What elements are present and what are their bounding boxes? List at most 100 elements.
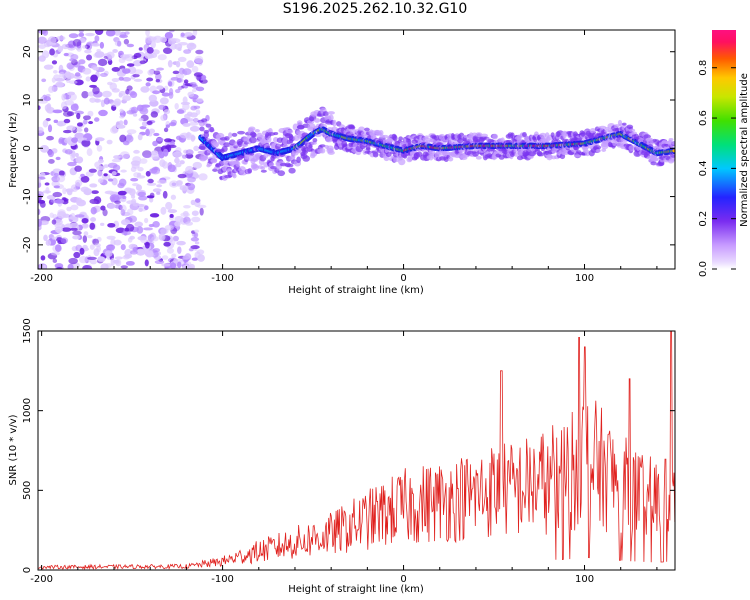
spectrogram-noise-blob xyxy=(67,263,74,269)
spectrogram-ridge-halo xyxy=(622,122,627,126)
spectrogram-noise-blob xyxy=(193,232,199,238)
spectrogram-noise-blob xyxy=(78,59,86,65)
spectrogram-noise-blob xyxy=(145,30,150,37)
spectrogram-noise-blob xyxy=(47,150,54,158)
spectrogram-noise-blob xyxy=(126,63,135,67)
spectrogram-noise-blob xyxy=(49,48,55,56)
spectrogram-noise-blob xyxy=(88,168,97,173)
snr-y-tick-label: 0 xyxy=(22,567,33,573)
spectrogram-noise-blob xyxy=(176,240,186,246)
spectrogram-noise-blob xyxy=(72,230,82,236)
spectrogram-noise-blob xyxy=(74,72,81,77)
spectrogram-noise-blob xyxy=(87,110,94,117)
spectrogram-ridge-halo xyxy=(350,125,356,130)
spectrogram-ridge-halo xyxy=(221,145,228,152)
spectrogram-noise-blob xyxy=(198,173,208,181)
spectrogram-noise-blob xyxy=(43,64,54,70)
spectrogram-noise-blob xyxy=(152,90,161,95)
spectrogram-noise-blob xyxy=(128,188,136,196)
spectrogram-noise-blob xyxy=(182,255,190,260)
spectrogram-noise-blob xyxy=(177,173,187,179)
spectrogram-noise-blob xyxy=(94,30,104,35)
spectrogram-noise-blob xyxy=(83,118,88,125)
spectrogram-noise-blob xyxy=(146,77,154,82)
spectrogram-noise-blob xyxy=(113,259,120,265)
spectrogram-noise-blob xyxy=(182,122,191,127)
spectrogram-noise-blob xyxy=(74,110,84,115)
spectrogram-ridge-halo xyxy=(585,151,590,157)
spectrogram-noise-blob xyxy=(158,104,166,110)
spectrogram-noise-blob xyxy=(168,144,177,149)
spectrogram-noise-blob xyxy=(117,40,122,47)
spectrogram-noise-blob xyxy=(98,159,104,164)
spectrogram-noise-blob xyxy=(174,43,183,50)
spectrogram-ridge-halo xyxy=(203,129,210,134)
spectrogram-noise-blob xyxy=(40,255,46,261)
spectrogram-noise-blob xyxy=(184,113,191,119)
spectrogram-noise-blob xyxy=(126,208,134,216)
spectrogram-noise-blob xyxy=(80,175,90,183)
spectrogram-noise-blob xyxy=(78,32,85,37)
spectrogram-noise-blob xyxy=(107,222,116,228)
spectrogram-noise-blob xyxy=(122,140,130,146)
spectrogram-ridge-halo xyxy=(251,164,260,171)
spectrogram-noise-blob xyxy=(85,32,95,37)
spectrogram-noise-blob xyxy=(186,60,195,69)
spectrogram-noise-blob xyxy=(190,237,200,242)
spectrogram-ridge-halo xyxy=(201,118,208,123)
spectrogram-noise-blob xyxy=(175,60,181,68)
spectrogram-ridge-halo xyxy=(393,158,400,163)
spectrogram-noise-blob xyxy=(80,173,85,178)
spectrogram-ridge-halo xyxy=(589,128,596,134)
spectrogram-noise-blob xyxy=(151,150,159,156)
spectrogram-noise-blob xyxy=(76,122,83,127)
spectrogram-noise-blob xyxy=(168,30,175,33)
spectrogram-noise-blob xyxy=(77,137,88,141)
spectrogram-ridge-halo xyxy=(382,134,389,139)
spectrogram-ridge-halo xyxy=(228,132,233,139)
spectrogram-noise-blob xyxy=(97,256,106,262)
spectrogram-noise-blob xyxy=(141,121,148,127)
spectrogram-noise-blob xyxy=(183,205,191,209)
spectrogram-noise-blob xyxy=(162,148,169,157)
spectrogram-noise-blob xyxy=(44,182,50,186)
spectrogram-x-tick-label: 0 xyxy=(400,273,406,284)
spectrogram-noise-blob xyxy=(144,259,149,267)
spectrogram-noise-blob xyxy=(193,117,199,123)
spectrogram-noise-blob xyxy=(103,173,108,177)
spectrogram-noise-blob xyxy=(189,125,200,132)
spectrogram-noise-blob xyxy=(73,79,84,86)
spectrogram-noise-blob xyxy=(57,45,64,53)
spectrogram-noise-blob xyxy=(46,135,54,141)
spectrogram-noise-blob xyxy=(39,201,46,208)
spectrogram-ridge-halo xyxy=(288,167,296,174)
spectrogram-noise-blob xyxy=(122,77,132,82)
spectrogram-noise-blob xyxy=(114,30,121,36)
spectrogram-ridge-halo xyxy=(613,124,620,128)
spectrogram-noise-blob xyxy=(132,113,138,117)
spectrogram-noise-blob xyxy=(119,151,130,159)
spectrogram-noise-blob xyxy=(179,160,185,165)
spectrogram-noise-blob xyxy=(153,70,161,75)
spectrogram-noise-blob xyxy=(139,158,148,164)
spectrogram-noise-blob xyxy=(168,91,174,99)
spectrogram-noise-blob xyxy=(186,118,195,122)
spectrogram-ridge-halo xyxy=(372,151,379,158)
spectrogram-ridge-halo xyxy=(314,133,322,138)
spectrogram-noise-blob xyxy=(114,200,121,205)
spectrogram-noise-blob xyxy=(195,97,204,103)
spectrogram-noise-blob xyxy=(183,79,189,84)
spectrogram-noise-blob xyxy=(114,204,123,209)
spectrogram-noise-blob xyxy=(80,186,90,193)
spectrogram-noise-blob xyxy=(145,129,150,137)
spectrogram-noise-blob xyxy=(195,109,201,115)
spectrogram-noise-blob xyxy=(133,69,144,75)
spectrogram-noise-blob xyxy=(167,81,173,87)
spectrogram-noise-blob xyxy=(113,239,122,246)
spectrogram-noise-blob xyxy=(147,69,155,76)
spectrogram-noise-blob xyxy=(192,30,198,37)
spectrogram-noise-blob xyxy=(52,168,62,173)
spectrogram-noise-blob xyxy=(183,49,192,54)
spectrogram-noise-blob xyxy=(72,235,81,240)
spectrogram-noise-blob xyxy=(185,165,194,174)
